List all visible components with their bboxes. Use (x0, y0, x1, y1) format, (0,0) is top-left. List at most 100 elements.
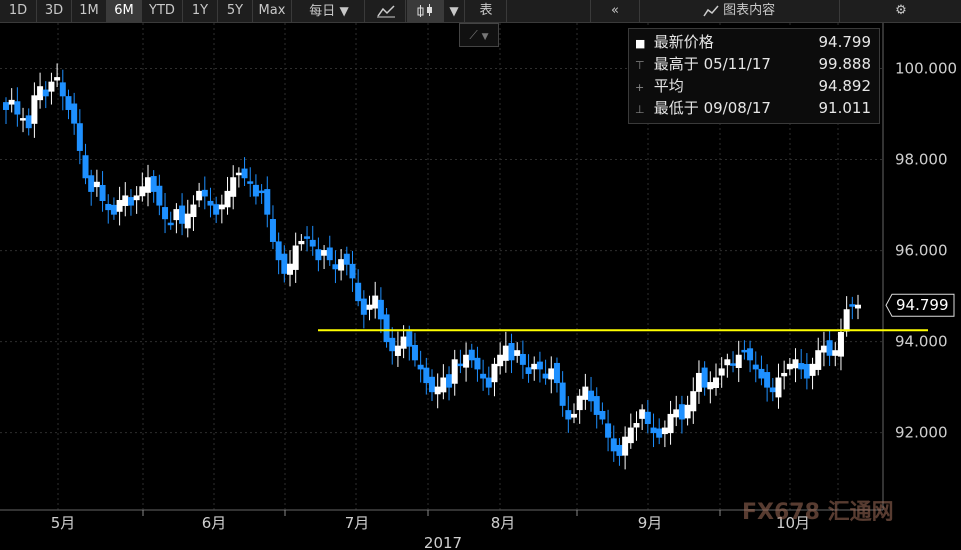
legend-low: ⊥ 最低于 09/08/17 91.011 (635, 97, 871, 119)
candle-body (224, 190, 231, 208)
high-marker-icon: ⊤ (635, 59, 645, 72)
candle-body (508, 343, 515, 361)
candle-body (457, 363, 464, 367)
settings-button[interactable]: ⚙ (841, 0, 961, 22)
candle-body (383, 314, 390, 343)
candle-body (139, 186, 146, 197)
line-chart-button[interactable] (367, 0, 406, 22)
candle-body (281, 253, 288, 274)
candle-body (605, 423, 612, 438)
y-tick-label: 96.000 (895, 242, 948, 260)
table-button[interactable]: 表 (466, 0, 507, 22)
frequency-select[interactable]: 每日 ▼ (294, 0, 365, 22)
candle-body (582, 386, 589, 400)
candle-body (752, 364, 759, 370)
candle-body (730, 363, 737, 366)
candle-body (803, 363, 810, 379)
candle-body (230, 177, 237, 197)
candle-body (855, 304, 861, 309)
candle-body (14, 101, 21, 115)
candle-body (372, 295, 379, 309)
candle-body (207, 200, 214, 206)
range-max-button[interactable]: Max (253, 0, 292, 22)
candle-body (684, 404, 691, 419)
candle-body (735, 354, 742, 368)
candle-body (764, 372, 771, 388)
candle-body (8, 99, 15, 105)
chart-type-dropdown[interactable]: ▼ (444, 0, 465, 22)
range-1d-button[interactable]: 1D (0, 0, 37, 22)
candle-body (20, 118, 27, 121)
candle-body (338, 259, 345, 271)
candle-body (633, 423, 640, 428)
y-tick-label: 98.000 (895, 151, 948, 169)
collapse-button[interactable]: « (590, 0, 640, 22)
candle-body (781, 372, 788, 377)
range-ytd-button[interactable]: YTD (142, 0, 183, 22)
candle-body (315, 249, 322, 261)
candle-body (162, 207, 169, 220)
legend-low-date: 09/08/17 (703, 99, 771, 117)
candle-body (31, 95, 38, 124)
chevron-down-icon: ▼ (339, 4, 349, 18)
candle-body (292, 245, 299, 270)
candle-body (758, 368, 765, 379)
range-1m-button[interactable]: 1M (72, 0, 107, 22)
candle-body (599, 410, 606, 420)
candle-body (843, 309, 850, 332)
candle-body (355, 282, 362, 302)
chevron-down-icon: ▼ (449, 4, 459, 18)
candle-body (269, 218, 276, 242)
candle-body (59, 82, 66, 97)
candle-body (724, 359, 731, 366)
frequency-label: 每日 (309, 4, 336, 19)
last-price-tag (885, 293, 955, 317)
candle-body (832, 350, 839, 356)
candle-body (150, 176, 157, 192)
candle-body (258, 190, 265, 194)
candle-body (411, 344, 418, 361)
candle-body (798, 363, 805, 370)
last-price-label: 94.799 (896, 296, 949, 314)
candle-body (480, 373, 487, 379)
range-5y-button[interactable]: 5Y (218, 0, 253, 22)
candle-body (451, 359, 458, 384)
legend-last-value: 94.799 (818, 33, 872, 51)
candle-body (360, 298, 367, 315)
candlestick-icon (417, 3, 432, 17)
y-tick-label: 100.000 (895, 60, 957, 78)
candle-body (536, 361, 543, 370)
chart-content-button[interactable]: 图表内容 (639, 0, 840, 22)
range-6m-button[interactable]: 6M (107, 0, 142, 22)
candle-body (463, 354, 470, 368)
candle-body (446, 374, 453, 388)
candle-body (264, 189, 271, 215)
candle-body (531, 363, 538, 370)
range-1y-button[interactable]: 1Y (183, 0, 218, 22)
chevron-down-icon: ▼ (481, 32, 489, 42)
candle-body (593, 396, 600, 415)
candle-body (820, 345, 827, 353)
candle-body (241, 168, 248, 179)
candle-body (622, 436, 629, 456)
candle-body (298, 240, 305, 245)
candle-body (701, 367, 708, 388)
candle-body (110, 204, 117, 215)
candle-body (434, 386, 441, 395)
candle-body (184, 213, 191, 229)
chart-style-button[interactable]: ⟋ ▼ (459, 23, 499, 47)
candle-body (849, 304, 856, 307)
candlestick-chart-button[interactable] (407, 0, 444, 22)
range-3d-button[interactable]: 3D (37, 0, 72, 22)
candle-body (54, 77, 61, 81)
candle-body (400, 336, 407, 349)
candle-body (173, 209, 180, 221)
candle-body (440, 377, 447, 393)
double-chevron-left-icon: « (611, 3, 619, 18)
candle-body (661, 427, 668, 435)
candle-body (76, 123, 83, 151)
candle-body (485, 377, 492, 388)
candle-body (99, 184, 106, 202)
candle-body (321, 250, 328, 256)
candlestick-chart: 92.000 94.000 96.000 98.000 100.000 5月 6月 7月 8月 9… (0, 23, 961, 550)
